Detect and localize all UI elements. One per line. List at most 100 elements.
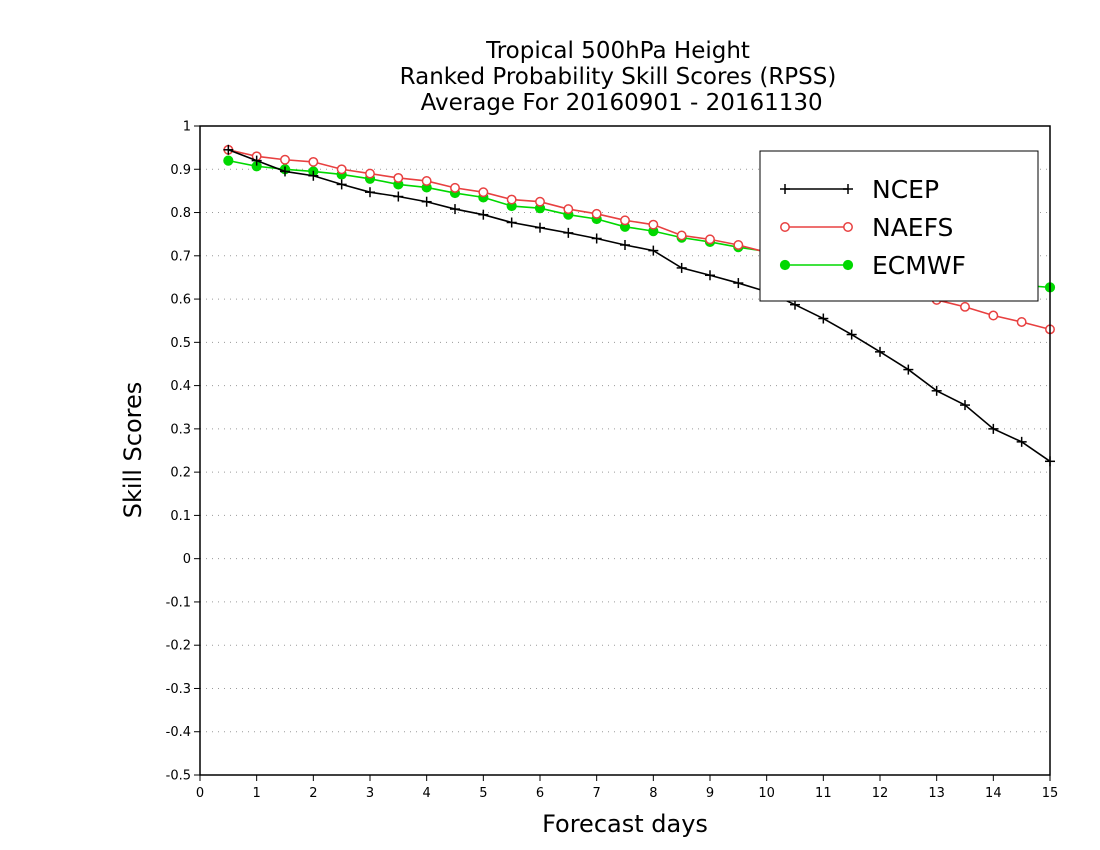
x-tick-label: 7 [593,786,601,801]
y-tick-label: 1 [183,120,191,135]
data-point-naefs [450,182,460,193]
title-line-3: Average For 20160901 - 20161130 [413,90,822,116]
plot-frame [199,125,1051,776]
data-point-naefs [336,164,347,175]
chart-title: Tropical 500hPa Height Ranked Probabilit… [400,38,837,116]
data-point-ncep [563,227,574,238]
legend-marker-ncep [780,184,790,194]
data-point-ncep [648,245,659,256]
x-tick-label: 10 [758,786,775,801]
y-tick-label: -0.1 [166,595,191,610]
data-point-naefs [648,219,659,230]
y-tick-labels: -0.5 -0.4 -0.3 -0.2 -0.1 0 0.1 0.2 0.3 0.4 0.5 0.6 0… [166,120,191,784]
legend-box [759,150,1039,302]
data-point-naefs [1016,317,1027,327]
data-point-naefs [988,310,999,321]
data-point-naefs [280,154,290,165]
y-tick-label: 0 [183,552,191,567]
data-point-ncep [506,217,517,228]
data-point-ncep [903,364,914,375]
y-tick-label: 0.3 [170,422,191,437]
x-tick-label: 6 [536,786,544,801]
legend-marker-ncep [843,184,853,194]
data-point-ecmwf [223,155,234,166]
data-point-ncep [875,346,885,357]
y-tick-label: 0.4 [170,379,191,394]
legend-marker-ecmwf [779,259,791,271]
data-point-ncep [393,191,404,202]
legend-label-ncep: NCEP [872,175,939,204]
x-tick-label: 9 [706,786,714,801]
data-point-ncep [960,400,970,411]
x-tick-labels: 0 1 2 3 4 5 6 7 8 9 10 11 12 13 14 15 [196,786,1058,801]
data-point-ncep [280,166,290,177]
x-tick-label: 2 [309,786,317,801]
data-point-ncep [421,196,432,207]
y-tick-label: 0.1 [170,509,191,524]
data-point-ncep [336,179,347,190]
y-tick-label: 0.5 [170,336,191,351]
data-point-ncep [535,222,545,233]
data-point-ncep [308,170,319,181]
x-tick-label: 1 [253,786,261,801]
y-tick-label: -0.4 [166,725,191,740]
data-point-naefs [676,230,687,241]
data-point-ncep [733,278,744,289]
y-tick-label: 0.6 [170,293,191,308]
data-point-ncep [846,329,857,340]
data-point-ncep [478,209,489,220]
data-point-naefs [478,187,489,198]
data-point-naefs [591,208,602,219]
data-point-ncep [620,239,630,250]
data-point-naefs [620,215,630,226]
data-point-naefs [535,196,545,207]
x-tick-label: 12 [872,786,889,801]
y-tick-label: -0.2 [166,639,191,654]
title-line-1: Tropical 500hPa Height [485,38,750,64]
legend-marker-naefs [843,222,853,232]
title-line-2: Ranked Probability Skill Scores (RPSS) [400,64,837,90]
y-tick-label: 0.9 [170,163,191,178]
x-tick-label: 4 [423,786,431,801]
data-point-naefs [705,234,715,245]
legend-label-ecmwf: ECMWF [872,251,966,280]
x-tick-label: 0 [196,786,204,801]
legend-marker-ecmwf [842,259,854,271]
legend-item-ncep: NCEP [780,175,939,204]
series-naefs [223,144,1055,335]
legend-item-ecmwf: ECMWF [779,251,966,280]
x-tick-label: 11 [815,786,832,801]
y-tick-label: 0.7 [170,249,191,264]
data-point-ncep [591,233,602,244]
data-point-naefs [393,172,404,183]
x-tick-label: 14 [985,786,1002,801]
data-point-naefs [365,168,375,179]
data-point-ncep [705,270,715,281]
data-point-ncep [1016,436,1027,447]
series-line-ncep [228,149,1051,462]
data-point-naefs [563,204,574,215]
data-point-naefs [960,301,970,312]
data-point-ncep [450,204,460,215]
y-tick-label: 0.2 [170,466,191,481]
y-tick-label: -0.3 [166,682,191,697]
data-point-naefs [308,156,319,167]
x-tick-label: 8 [649,786,657,801]
tick-marks [194,125,1051,781]
data-point-naefs [506,194,517,205]
y-axis-label: Skill Scores [119,382,147,519]
data-point-naefs [421,175,432,186]
data-point-ncep [931,385,942,396]
legend-label-naefs: NAEFS [872,213,953,242]
data-point-naefs [733,240,744,250]
x-tick-label: 13 [928,786,945,801]
y-tick-label: -0.5 [166,769,191,784]
x-axis-label: Forecast days [542,810,708,838]
data-point-ncep [818,313,829,324]
x-tick-label: 15 [1042,786,1059,801]
data-point-ncep [676,262,687,273]
series-ncep [223,144,1055,467]
y-tick-label: 0.8 [170,206,191,221]
legend-item-naefs: NAEFS [780,213,953,242]
